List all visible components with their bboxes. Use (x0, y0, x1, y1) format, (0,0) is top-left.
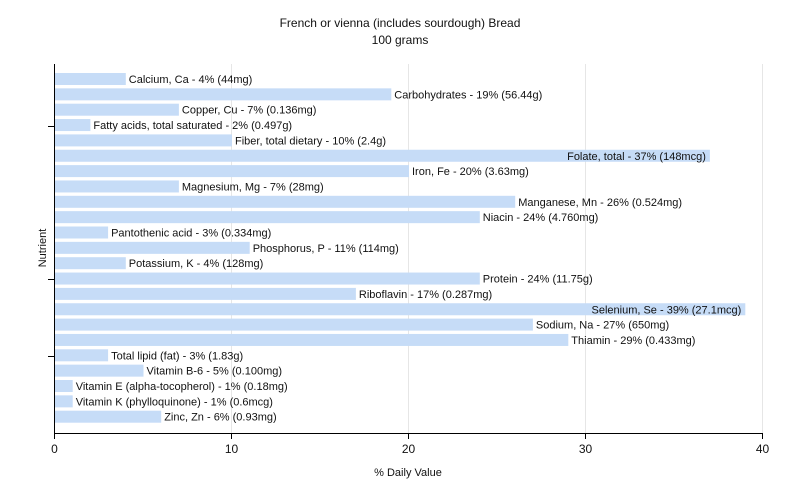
bar (55, 226, 109, 239)
bar (55, 180, 179, 193)
bar (55, 119, 91, 132)
bar-label: Thiamin - 29% (0.433mg) (571, 335, 695, 347)
bar-label: Riboflavin - 17% (0.287mg) (359, 289, 492, 301)
bar (55, 195, 516, 208)
x-tick-label: 10 (225, 442, 239, 456)
bar (55, 410, 162, 423)
bar-labels: Calcium, Ca - 4% (44mg) Carbohydrates - 1… (76, 74, 742, 424)
bar (55, 165, 409, 178)
y-axis-label: Nutrient (37, 229, 49, 268)
bar (55, 395, 73, 408)
bars (55, 73, 746, 423)
bar (55, 287, 356, 300)
bar (55, 103, 179, 116)
bar-label: Copper, Cu - 7% (0.136mg) (182, 105, 317, 117)
bar-label: Vitamin B-6 - 5% (0.100mg) (147, 366, 283, 378)
x-tick-label: 0 (51, 442, 58, 456)
bar-label: Zinc, Zn - 6% (0.93mg) (164, 412, 276, 424)
bar-label: Sodium, Na - 27% (650mg) (536, 320, 669, 332)
bar-label: Phosphorus, P - 11% (114mg) (253, 243, 399, 255)
bar (55, 333, 569, 346)
bar (55, 380, 73, 392)
chart-title: French or vienna (includes sourdough) Br… (280, 16, 521, 30)
bar-label: Protein - 24% (11.75g) (483, 274, 593, 286)
bar-label: Iron, Fe - 20% (3.63mg) (412, 166, 529, 178)
bar-label: Carbohydrates - 19% (56.44g) (394, 89, 542, 101)
bar (55, 303, 746, 316)
bar (55, 211, 480, 224)
bar-label: Selenium, Se - 39% (27.1mcg) (592, 304, 742, 316)
bar (55, 318, 533, 331)
bar-label: Magnesium, Mg - 7% (28mg) (182, 181, 324, 193)
x-axis-ticks: 0 10 20 30 40 (51, 433, 769, 456)
x-tick-label: 20 (402, 442, 416, 456)
bar (55, 272, 480, 285)
bar-label: Fiber, total dietary - 10% (2.4g) (235, 135, 386, 147)
bar (55, 364, 144, 377)
x-tick-label: 40 (756, 442, 770, 456)
bar (55, 241, 250, 254)
bar (55, 349, 109, 362)
bar-label: Manganese, Mn - 26% (0.524mg) (518, 197, 682, 209)
bar-label: Niacin - 24% (4.760mg) (483, 212, 599, 224)
bar-label: Folate, total - 37% (148mcg) (567, 151, 706, 163)
bar-label: Vitamin E (alpha-tocopherol) - 1% (0.18m… (76, 381, 288, 393)
chart-subtitle: 100 grams (372, 33, 429, 47)
bar (55, 134, 232, 147)
bar (55, 149, 710, 162)
bar (55, 88, 392, 101)
bar (55, 73, 126, 85)
bar-label: Calcium, Ca - 4% (44mg) (129, 74, 252, 86)
bar (55, 257, 126, 270)
bar-label: Total lipid (fat) - 3% (1.83g) (111, 350, 243, 362)
bar-label: Vitamin K (phylloquinone) - 1% (0.6mcg) (76, 396, 273, 408)
x-tick-label: 30 (579, 442, 593, 456)
chart-title-group: French or vienna (includes sourdough) Br… (280, 16, 521, 47)
bar-label: Pantothenic acid - 3% (0.334mg) (111, 228, 271, 240)
bar-label: Fatty acids, total saturated - 2% (0.497… (93, 120, 292, 132)
bar-label: Potassium, K - 4% (128mg) (129, 258, 263, 270)
x-axis-label: % Daily Value (374, 467, 442, 479)
